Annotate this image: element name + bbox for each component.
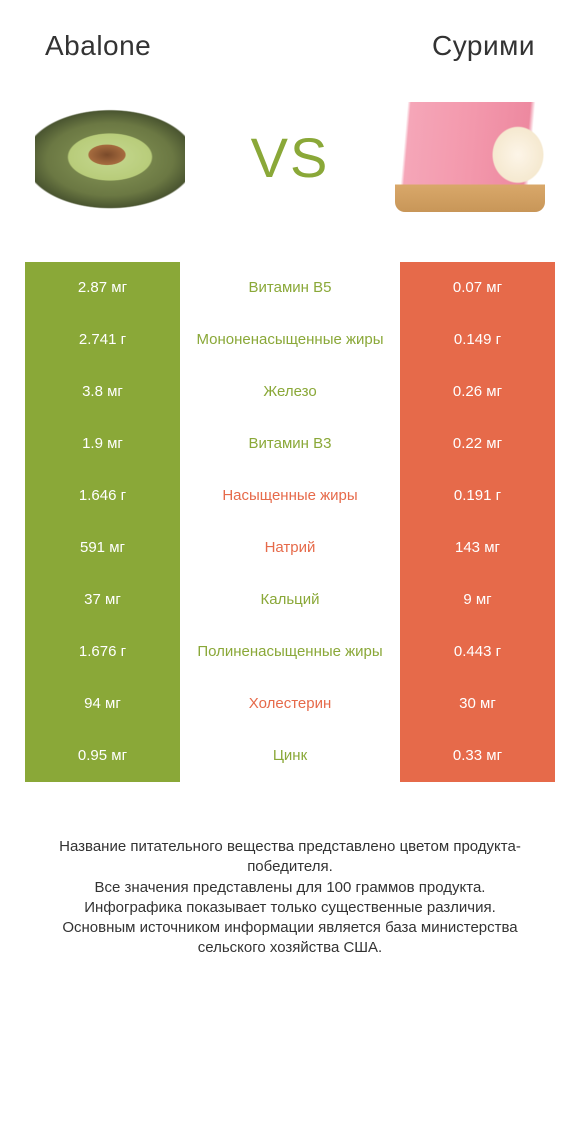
nutrient-label: Натрий [180, 522, 400, 574]
value-left: 0.95 мг [25, 730, 180, 782]
value-left: 1.9 мг [25, 418, 180, 470]
value-left: 94 мг [25, 678, 180, 730]
value-left: 591 мг [25, 522, 180, 574]
vs-row: VS [25, 62, 555, 262]
value-right: 0.33 мг [400, 730, 555, 782]
infographic-container: Abalone Сурими VS 2.87 мгВитамин B50.07 … [0, 0, 580, 1144]
value-right: 0.191 г [400, 470, 555, 522]
nutrient-table: 2.87 мгВитамин B50.07 мг2.741 гМононенас… [25, 262, 555, 782]
value-right: 0.26 мг [400, 366, 555, 418]
value-left: 2.87 мг [25, 262, 180, 314]
value-left: 37 мг [25, 574, 180, 626]
footnote: Название питательного вещества представл… [25, 837, 555, 959]
nutrient-row: 37 мгКальций9 мг [25, 574, 555, 626]
nutrient-label: Насыщенные жиры [180, 470, 400, 522]
nutrient-label: Витамин B5 [180, 262, 400, 314]
nutrient-row: 3.8 мгЖелезо0.26 мг [25, 366, 555, 418]
value-left: 1.676 г [25, 626, 180, 678]
nutrient-row: 1.676 гПолиненасыщенные жиры0.443 г [25, 626, 555, 678]
value-right: 0.22 мг [400, 418, 555, 470]
nutrient-label: Витамин B3 [180, 418, 400, 470]
nutrient-row: 2.87 мгВитамин B50.07 мг [25, 262, 555, 314]
value-right: 0.443 г [400, 626, 555, 678]
nutrient-row: 2.741 гМононенасыщенные жиры0.149 г [25, 314, 555, 366]
value-right: 0.149 г [400, 314, 555, 366]
value-left: 2.741 г [25, 314, 180, 366]
title-left: Abalone [45, 30, 151, 62]
value-right: 0.07 мг [400, 262, 555, 314]
nutrient-row: 1.9 мгВитамин B30.22 мг [25, 418, 555, 470]
value-right: 9 мг [400, 574, 555, 626]
surimi-image [395, 102, 545, 212]
nutrient-label: Железо [180, 366, 400, 418]
nutrient-label: Мононенасыщенные жиры [180, 314, 400, 366]
nutrient-row: 1.646 гНасыщенные жиры0.191 г [25, 470, 555, 522]
nutrient-label: Полиненасыщенные жиры [180, 626, 400, 678]
value-right: 30 мг [400, 678, 555, 730]
nutrient-label: Кальций [180, 574, 400, 626]
value-right: 143 мг [400, 522, 555, 574]
vs-label: VS [251, 125, 330, 190]
nutrient-row: 591 мгНатрий143 мг [25, 522, 555, 574]
value-left: 1.646 г [25, 470, 180, 522]
nutrient-row: 0.95 мгЦинк0.33 мг [25, 730, 555, 782]
nutrient-row: 94 мгХолестерин30 мг [25, 678, 555, 730]
title-right: Сурими [432, 30, 535, 62]
nutrient-label: Холестерин [180, 678, 400, 730]
header: Abalone Сурими [25, 30, 555, 62]
abalone-image [35, 102, 185, 212]
value-left: 3.8 мг [25, 366, 180, 418]
nutrient-label: Цинк [180, 730, 400, 782]
